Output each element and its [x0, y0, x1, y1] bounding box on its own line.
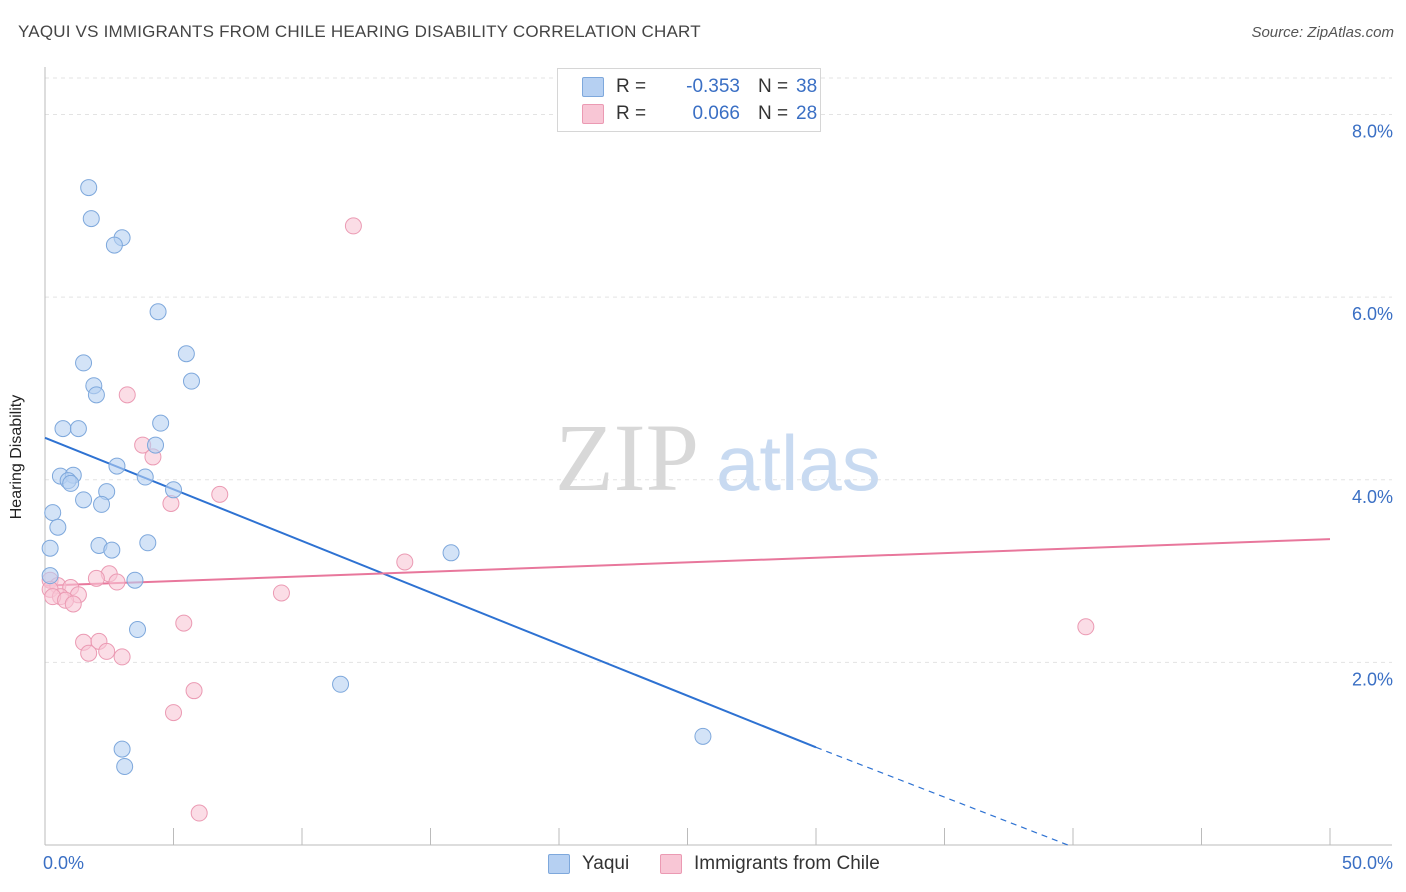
chile-n-value: 28 — [796, 103, 818, 124]
yaqui-legend-swatch — [548, 854, 570, 874]
chile-point — [396, 553, 414, 571]
chile-point — [185, 682, 203, 700]
chile-point — [118, 386, 136, 404]
chile-point — [64, 595, 82, 613]
x-tick-label-min: 0.0% — [43, 853, 84, 873]
yaqui-point — [136, 468, 154, 486]
yaqui-point — [126, 571, 144, 589]
chile-point — [1077, 618, 1095, 636]
chile-point — [165, 704, 182, 722]
chile-r-value: 0.066 — [692, 103, 740, 124]
points-layer — [41, 179, 1095, 822]
yaqui-point — [182, 372, 200, 390]
yaqui-point — [147, 436, 165, 454]
chart-title: YAQUI VS IMMIGRANTS FROM CHILE HEARING D… — [18, 22, 701, 41]
watermark: ZIP atlas — [555, 404, 881, 511]
n-label: N = — [758, 76, 789, 97]
chile-point — [211, 485, 229, 503]
yaqui-point — [75, 354, 93, 372]
chile-point — [80, 644, 98, 662]
yaqui-point — [62, 474, 80, 492]
yaqui-point — [129, 621, 147, 639]
chile-point — [190, 804, 208, 822]
yaqui-trend-extension — [815, 746, 1069, 846]
yaqui-point — [108, 457, 126, 475]
yaqui-point — [149, 303, 167, 321]
chile-legend-label: Immigrants from Chile — [694, 853, 880, 874]
yaqui-point — [165, 481, 182, 499]
yaqui-point — [87, 386, 105, 404]
r-label: R = — [616, 76, 647, 97]
yaqui-point — [82, 210, 100, 228]
y-tick-label: 8.0% — [1352, 122, 1393, 142]
chile-swatch — [582, 104, 604, 124]
yaqui-point — [44, 504, 62, 522]
n-label: N = — [758, 103, 789, 124]
y-tick-label: 2.0% — [1352, 669, 1393, 689]
yaqui-point — [116, 757, 134, 775]
x-tick-label-max: 50.0% — [1342, 853, 1393, 873]
yaqui-trend-line — [44, 436, 817, 749]
chart-source: Source: ZipAtlas.com — [1251, 24, 1394, 41]
chile-point — [175, 614, 193, 632]
yaqui-point — [105, 236, 123, 254]
yaqui-point — [41, 539, 59, 557]
yaqui-point — [177, 345, 195, 363]
yaqui-point — [152, 414, 170, 432]
chile-point — [113, 648, 131, 666]
stats-legend: R = -0.353 N = 38 R = 0.066 N = 28 — [557, 68, 821, 132]
watermark-zip: ZIP — [555, 404, 699, 511]
yaqui-point — [69, 420, 87, 438]
chile-point — [344, 217, 362, 235]
r-label: R = — [616, 103, 647, 124]
yaqui-legend-label: Yaqui — [582, 853, 630, 874]
yaqui-point — [139, 534, 157, 552]
yaqui-point — [75, 491, 93, 509]
yaqui-point — [93, 495, 111, 513]
yaqui-point — [442, 544, 460, 562]
yaqui-point — [41, 567, 59, 585]
chile-point — [272, 584, 290, 602]
chile-trend-line — [44, 538, 1331, 587]
grid-layer — [45, 77, 1392, 663]
chile-point — [87, 569, 105, 587]
yaqui-point — [54, 420, 72, 438]
yaqui-point — [694, 727, 712, 745]
yaqui-swatch — [582, 77, 604, 97]
yaqui-n-value: 38 — [796, 76, 818, 97]
y-tick-label: 6.0% — [1352, 304, 1393, 324]
yaqui-point — [113, 740, 131, 758]
chile-point — [98, 642, 116, 660]
yaqui-point — [103, 541, 121, 559]
yaqui-point — [80, 179, 98, 197]
watermark-atlas: atlas — [716, 419, 881, 507]
yaqui-r-value: -0.353 — [686, 76, 740, 97]
yaqui-point — [332, 675, 350, 693]
axis-layer — [44, 67, 1392, 846]
y-tick-label: 4.0% — [1352, 487, 1393, 507]
chile-point — [108, 573, 126, 591]
tick-layer: 2.0% 4.0% 6.0% 8.0% 0.0% 50.0% — [43, 122, 1393, 873]
yaqui-point — [49, 518, 67, 536]
chile-legend-swatch — [660, 854, 682, 874]
